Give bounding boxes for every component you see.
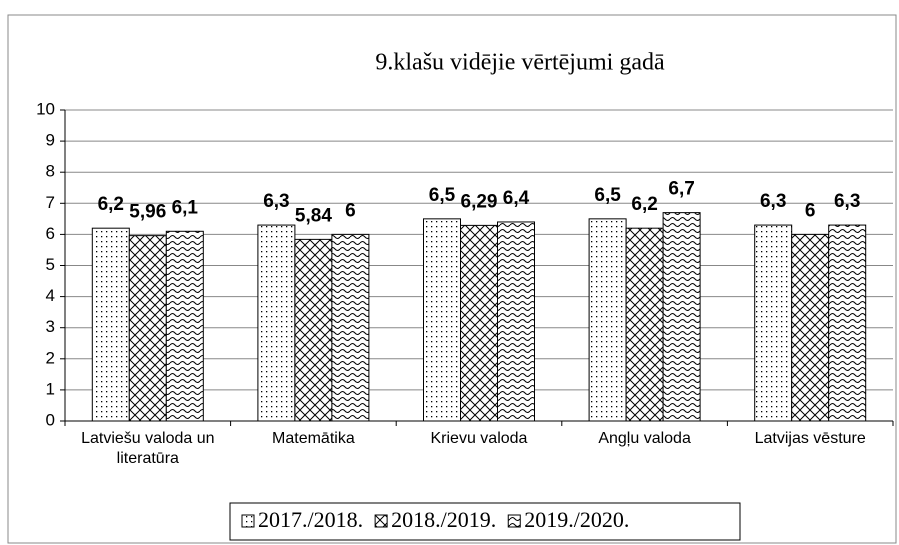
data-label: 6 [805, 200, 816, 221]
y-tick-label: 7 [46, 193, 55, 212]
data-label: 5,96 [129, 202, 166, 223]
bar [754, 224, 793, 422]
x-tick-label: Latviešu valoda un literatūra [81, 430, 215, 467]
data-label: 6,2 [98, 194, 124, 215]
x-tick-label-box: Krievu valoda [430, 430, 528, 447]
y-tick-label: 1 [46, 379, 55, 398]
data-label: 6,2 [631, 194, 657, 215]
x-tick-label-box: Latvijas vēsture [754, 430, 866, 447]
data-label: 6 [345, 200, 356, 221]
legend-swatch [507, 514, 521, 528]
chart-border [7, 14, 897, 544]
bar [460, 224, 498, 422]
y-tick-label: 6 [46, 224, 55, 243]
legend-label: 2017./2018. [258, 507, 363, 532]
y-tick-label: 10 [36, 99, 55, 118]
x-tick-label: Latvijas vēsture [754, 430, 866, 447]
y-tick-label: 8 [46, 162, 55, 181]
data-label: 6,5 [429, 185, 456, 206]
bar [662, 212, 701, 422]
bar [257, 224, 296, 422]
bar [791, 233, 830, 422]
bar [497, 221, 535, 422]
legend-label: 2019./2020. [524, 507, 629, 532]
bar [165, 230, 204, 422]
bar [331, 233, 370, 422]
data-label: 5,84 [295, 205, 332, 226]
x-tick-label: Krievu valoda [430, 430, 528, 447]
y-tick-label: 0 [46, 410, 55, 429]
x-tick-label: Angļu valoda [598, 430, 691, 447]
chart-title: 9.klašu vidējie vērtējumi gadā [375, 50, 665, 76]
bar [91, 227, 130, 422]
y-tick-label: 4 [46, 286, 55, 305]
bar [625, 227, 664, 422]
x-tick-label: Matemātika [272, 430, 355, 447]
data-label: 6,4 [503, 188, 530, 209]
x-tick-label-box: Latviešu valoda un literatūra [81, 430, 215, 467]
data-label: 6,29 [461, 191, 498, 212]
legend-swatch [241, 514, 255, 528]
legend-box [229, 502, 741, 541]
bar [423, 218, 461, 422]
legend-label: 2018./2019. [391, 507, 496, 532]
y-tick-label: 9 [46, 131, 55, 150]
y-tick-label: 5 [46, 255, 55, 274]
y-tick-label: 2 [46, 348, 55, 367]
legend-swatch [374, 514, 388, 528]
data-label: 6,3 [760, 191, 786, 212]
bar [588, 218, 627, 422]
x-tick-label-box: Angļu valoda [598, 430, 691, 447]
data-label: 6,3 [263, 191, 289, 212]
data-label: 6,5 [594, 185, 621, 206]
data-label: 6,3 [834, 191, 860, 212]
legend: 2017./2018. 2018./2019. 2019./2020. [229, 502, 741, 541]
bar [828, 224, 867, 422]
bar [128, 235, 167, 422]
data-label: 6,7 [668, 179, 694, 200]
bar [294, 238, 333, 422]
x-tick-label-box: Matemātika [272, 430, 355, 447]
data-label: 6,1 [172, 197, 199, 218]
y-tick-label: 3 [46, 317, 55, 336]
